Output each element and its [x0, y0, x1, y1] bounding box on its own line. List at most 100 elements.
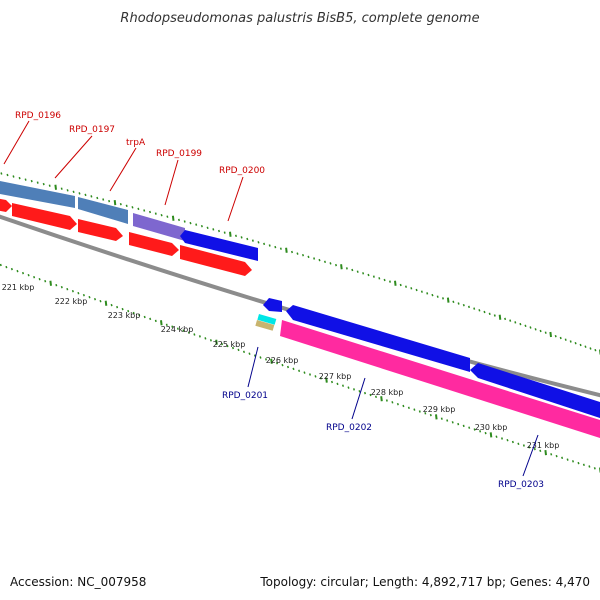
- gene-label-trpA[interactable]: trpA: [126, 138, 146, 148]
- inner-tick: [298, 369, 301, 373]
- outer-tick: [554, 334, 557, 338]
- outer-tick: [42, 182, 45, 186]
- outer-tick: [102, 198, 105, 201]
- inner-tick: [517, 442, 520, 446]
- inner-tick: [10, 267, 13, 271]
- outer-tick: [0, 172, 3, 175]
- inner-tick: [555, 454, 558, 458]
- forward-gene-trpA[interactable]: [78, 219, 123, 241]
- forward-gene-rpd-0196[interactable]: [0, 198, 12, 212]
- inner-tick: [588, 465, 591, 468]
- outer-tick: [6, 173, 9, 177]
- kbp-labels: 221 kbp 222 kbp 223 kbp 224 kbp 225 kbp …: [2, 283, 560, 450]
- reverse-gene-rpd-0200[interactable]: [180, 230, 258, 261]
- gene-label-rpd-0199[interactable]: RPD_0199: [156, 149, 202, 159]
- outer-tick: [399, 283, 402, 287]
- outer-tick: [240, 236, 243, 239]
- inner-tick: [325, 377, 328, 383]
- outer-tick: [509, 319, 512, 322]
- inner-tick: [0, 263, 2, 267]
- inner-tick: [358, 390, 361, 393]
- inner-tick: [479, 430, 482, 433]
- outer-tick: [137, 207, 140, 211]
- accession-text: Accession: NC_007958: [10, 575, 146, 589]
- outer-tick: [462, 303, 465, 307]
- outer-tick: [108, 199, 111, 203]
- inner-tick: [5, 265, 8, 269]
- outer-tick: [166, 215, 169, 218]
- rna-gene-pink[interactable]: [280, 320, 600, 438]
- inner-tick: [138, 313, 141, 317]
- inner-tick: [21, 271, 25, 275]
- inner-tick: [71, 289, 74, 293]
- outer-tick: [60, 187, 63, 190]
- gene-label-rpd-0201[interactable]: RPD_0201: [222, 391, 268, 401]
- inner-tick: [451, 421, 454, 424]
- reverse-gene-rpd-0203[interactable]: [470, 363, 600, 418]
- cog-bar-steelblue-2: [78, 197, 128, 224]
- outer-tick: [143, 209, 146, 212]
- inner-tick: [303, 371, 306, 374]
- gene-label-rpd-0200[interactable]: RPD_0200: [219, 166, 265, 176]
- outer-tick: [529, 326, 532, 329]
- cog-bar-cyan: [257, 314, 277, 325]
- inner-tick: [286, 365, 290, 369]
- reverse-gene-small[interactable]: [263, 298, 282, 312]
- gene-label-rpd-0197[interactable]: RPD_0197: [69, 125, 115, 135]
- outer-tick: [452, 300, 455, 304]
- gene-label-rpd-0202[interactable]: RPD_0202: [326, 423, 372, 433]
- inner-tick: [500, 437, 504, 440]
- gene-label-rpd-0196[interactable]: RPD_0196: [15, 111, 61, 121]
- outer-tick: [206, 226, 209, 230]
- inner-tick: [38, 277, 41, 281]
- inner-tick: [385, 399, 388, 402]
- inner-tick: [160, 320, 163, 326]
- outer-tick: [594, 348, 597, 352]
- cog-bar-steelblue-1: [0, 181, 75, 208]
- outer-tick: [307, 255, 310, 259]
- inner-tick: [544, 449, 547, 456]
- inner-tick: [66, 287, 69, 291]
- outer-tick: [274, 245, 277, 249]
- inner-tick: [215, 339, 218, 345]
- inner-tick: [182, 329, 185, 332]
- outer-tick: [234, 234, 238, 238]
- outer-tick: [441, 297, 445, 300]
- inner-tick: [473, 428, 476, 431]
- outer-tick: [90, 195, 93, 198]
- outer-tick: [493, 314, 496, 317]
- inner-tick: [522, 444, 525, 447]
- outer-tick: [257, 241, 260, 244]
- inner-tick: [176, 327, 179, 330]
- inner-tick: [88, 295, 91, 299]
- outer-tick-ring: [0, 172, 600, 355]
- inner-tick: [275, 361, 279, 365]
- outer-tick: [488, 312, 491, 316]
- forward-gene-rpd-0197[interactable]: [12, 203, 77, 230]
- outer-tick: [246, 237, 249, 241]
- outer-tick: [334, 263, 338, 267]
- inner-tick: [204, 337, 207, 340]
- outer-tick: [113, 199, 117, 206]
- inner-tick: [435, 414, 438, 420]
- outer-tick: [564, 338, 567, 341]
- outer-tick: [431, 293, 434, 297]
- outer-tick: [436, 295, 439, 298]
- outer-tick: [574, 341, 577, 345]
- inner-tick: [462, 424, 465, 428]
- outer-tick: [415, 288, 418, 292]
- cog-bar-tan: [255, 320, 275, 331]
- inner-tick: [330, 380, 334, 384]
- inner-tick: [571, 460, 575, 463]
- inner-tick: [110, 303, 113, 307]
- inner-tick: [16, 269, 19, 273]
- outer-tick: [351, 268, 354, 272]
- inner-tick: [270, 358, 273, 364]
- gene-label-rpd-0203[interactable]: RPD_0203: [498, 480, 544, 490]
- outer-tick: [362, 272, 365, 275]
- forward-gene-rpd-0199[interactable]: [129, 232, 179, 256]
- reverse-gene-rpd-0202[interactable]: [286, 305, 470, 372]
- inner-tick: [352, 388, 356, 391]
- forward-gene-rpd-0199b[interactable]: [180, 245, 252, 276]
